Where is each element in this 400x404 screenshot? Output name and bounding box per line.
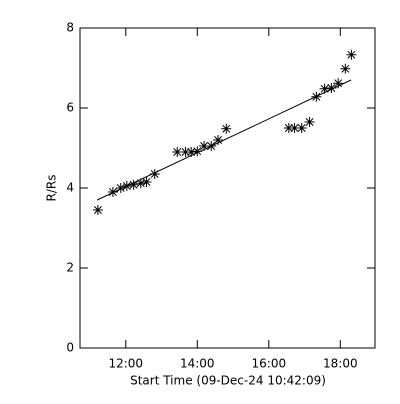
asterisk-marker	[180, 147, 191, 157]
asterisk-marker	[289, 123, 300, 133]
asterisk-marker	[333, 78, 344, 89]
asterisk-marker	[141, 177, 152, 187]
asterisk-marker	[304, 117, 315, 127]
y-tick-label: 4	[66, 181, 74, 195]
asterisk-marker	[326, 83, 337, 93]
asterisk-marker	[199, 141, 210, 151]
x-tick-label: 16:00	[252, 357, 287, 371]
x-tick-label: 14:00	[180, 357, 215, 371]
y-axis-label: R/Rs	[45, 175, 59, 202]
asterisk-marker	[319, 83, 330, 94]
asterisk-marker	[186, 147, 197, 157]
asterisk-marker	[213, 135, 224, 145]
asterisk-marker	[92, 205, 103, 215]
x-tick-label: 12:00	[108, 357, 143, 371]
asterisk-marker	[192, 146, 203, 157]
x-axis-label: Start Time (09-Dec-24 10:42:09)	[130, 374, 326, 388]
asterisk-marker	[135, 178, 146, 189]
asterisk-marker	[149, 169, 160, 179]
asterisk-marker	[221, 123, 232, 134]
asterisk-marker	[296, 123, 307, 133]
asterisk-marker	[107, 187, 118, 197]
fit-line	[96, 79, 352, 201]
asterisk-marker	[172, 147, 183, 157]
asterisk-marker	[346, 49, 357, 60]
y-tick-label: 0	[66, 341, 74, 355]
asterisk-marker	[128, 179, 139, 190]
x-tick-label: 18:00	[323, 357, 358, 371]
asterisk-marker	[283, 123, 294, 133]
y-tick-label: 8	[66, 21, 74, 35]
asterisk-marker	[340, 63, 351, 74]
y-tick-label: 2	[66, 261, 74, 275]
asterisk-marker	[115, 183, 126, 193]
y-tick-label: 6	[66, 101, 74, 115]
